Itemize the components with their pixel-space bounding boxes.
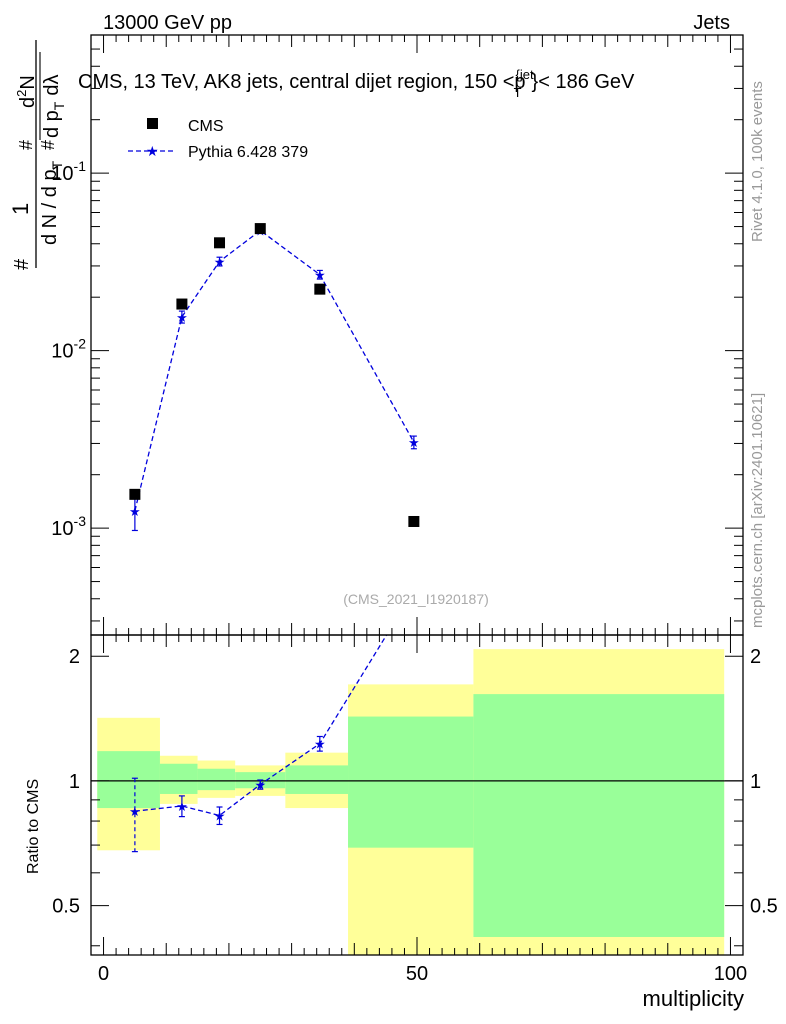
mc-point-5: ★ (408, 435, 420, 450)
header-left: 13000 GeV pp (103, 12, 232, 34)
data-point-6 (596, 639, 607, 650)
data-point-5 (408, 515, 420, 527)
ylabel-hash-1: # (11, 258, 33, 270)
upper-ytick-label-1: 10-2 (51, 336, 86, 363)
ratio-band-inner-0 (97, 751, 160, 809)
data-point-3 (254, 223, 266, 235)
ratio-ytick-label-left-2: 2 (69, 646, 80, 668)
mc-point-2: ★ (214, 254, 226, 269)
legend-data-label: CMS (188, 118, 224, 135)
data-point-4 (314, 283, 326, 295)
ratio-band-inner-4 (285, 765, 349, 794)
ratio-point-2: ★ (214, 809, 226, 824)
data-point-1 (176, 298, 188, 310)
data-point-0 (129, 488, 141, 500)
mc-point-4: ★ (314, 268, 326, 283)
plot-title: CMS, 13 TeV, AK8 jets, central dijet reg… (78, 67, 635, 100)
x-tick-label-1: 50 (406, 963, 428, 985)
mc-point-1: ★ (176, 310, 188, 325)
ylabel-hash-3: # (38, 140, 58, 150)
mc-series-line (134, 229, 415, 512)
lower-axis-ticks: 0 50 100 0.5 0.5 1 1 2 2 (52, 635, 778, 985)
ratio-point-0: ★ (129, 804, 141, 819)
ylabel-dpt: d pTdλ (41, 75, 67, 139)
x-tick-label-0: 0 (98, 963, 109, 985)
ratio-band-inner-6 (473, 694, 725, 937)
legend-mc-marker: ★ (146, 143, 159, 159)
legend-data-marker (147, 118, 158, 129)
x-axis-label: multiplicity (643, 986, 744, 1011)
ratio-ytick-label-right-2: 2 (750, 646, 761, 668)
ylabel-d2n: d2N (14, 75, 39, 108)
ratio-y-label: Ratio to CMS (25, 779, 42, 874)
upper-ytick-label-2: 10-1 (51, 158, 86, 185)
ratio-ytick-label-right-0: 0.5 (750, 896, 778, 918)
rivet-label: Rivet 4.1.0, 100k events (749, 81, 766, 242)
ylabel-den: d N / d pT (39, 160, 65, 245)
ratio-ytick-label-right-1: 1 (750, 771, 761, 793)
ylabel-one: 1 (8, 203, 33, 215)
mc-point-0: ★ (129, 504, 141, 519)
ratio-band-inner-5 (348, 716, 474, 848)
header-right: Jets (693, 12, 730, 34)
ratio-band-inner-1 (159, 763, 198, 794)
upper-axis-ticks: 10-3 10-2 10-1 (51, 35, 743, 635)
ratio-ytick-label-left-1: 1 (69, 771, 80, 793)
ratio-ytick-label-left-0: 0.5 (52, 896, 80, 918)
upper-plot-area: ★★★★★★ (129, 223, 607, 650)
analysis-watermark: (CMS_2021_I1920187) (343, 591, 489, 607)
legend: CMS ★ Pythia 6.428 379 (128, 118, 308, 161)
upper-ytick-label-0: 10-3 (51, 513, 86, 540)
mcplots-label: mcplots.cern.ch [arXiv:2401.10621] (749, 393, 766, 628)
data-point-2 (214, 237, 226, 249)
x-tick-label-2: 100 (714, 963, 747, 985)
ratio-band-inner-2 (197, 768, 236, 791)
ratio-point-3: ★ (254, 778, 266, 793)
upper-y-label: # 1 d N / d pT # # d2N d pTdλ (8, 40, 67, 270)
legend-mc-label: Pythia 6.428 379 (188, 144, 308, 161)
ratio-plot-area: ★ ★ ★ ★ ★ (91, 635, 743, 955)
ratio-mc-line (134, 635, 388, 817)
ratio-point-4: ★ (314, 737, 326, 752)
ylabel-hash-2: # (16, 140, 36, 150)
ratio-point-1: ★ (176, 799, 188, 814)
